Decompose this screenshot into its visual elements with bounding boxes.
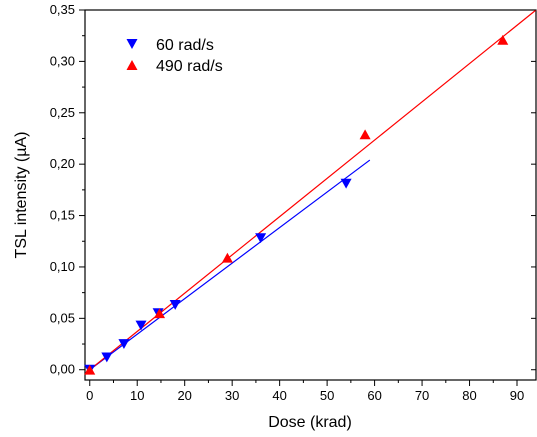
x-tick-label: 60 (367, 388, 381, 403)
x-axis-label: Dose (krad) (268, 414, 352, 431)
y-tick-label: 0,05 (50, 310, 75, 325)
data-point-series-1 (169, 300, 181, 310)
legend-label: 60 rad/s (156, 37, 214, 54)
x-tick-label: 40 (272, 388, 286, 403)
y-tick-label: 0,30 (50, 53, 75, 68)
x-tick-label: 70 (415, 388, 429, 403)
data-markers (84, 34, 509, 375)
data-point-series-1 (101, 352, 113, 363)
data-point-series-2 (497, 34, 509, 45)
fit-line-2 (89, 9, 537, 371)
fit-line-1 (89, 159, 371, 371)
y-tick-label: 0,25 (50, 105, 75, 120)
y-axis-label: TSL intensity (µA) (13, 132, 30, 259)
y-tick-label: 0,35 (50, 2, 75, 17)
y-tick-label: 0,20 (50, 156, 75, 171)
x-tick-label: 80 (462, 388, 476, 403)
data-point-series-1 (255, 233, 267, 244)
x-tick-label: 10 (130, 388, 144, 403)
data-point-series-1 (118, 339, 130, 349)
x-tick-label: 20 (177, 388, 191, 403)
x-axis: 0 10 20 30 40 50 60 70 80 90 (86, 380, 524, 403)
x-tick-label: 50 (320, 388, 334, 403)
fit-lines (89, 9, 537, 371)
y-tick-label: 0,15 (50, 208, 75, 223)
data-point-series-1 (135, 320, 147, 331)
data-point-series-2 (221, 252, 233, 263)
legend-marker (126, 60, 138, 70)
data-point-series-2 (84, 364, 96, 375)
y-tick-label: 0,10 (50, 259, 75, 274)
legend-label: 490 rad/s (156, 58, 223, 75)
y-axis: 0,00 0,05 0,10 0,15 0,20 0,25 0,30 0,35 (50, 2, 536, 377)
x-tick-label: 90 (510, 388, 524, 403)
y-tick-label: 0,00 (50, 362, 75, 377)
plot-frame (84, 9, 537, 381)
data-point-series-1 (340, 178, 352, 189)
legend-marker (126, 39, 138, 49)
x-tick-label: 30 (225, 388, 239, 403)
data-point-series-2 (154, 308, 166, 319)
x-tick-label: 0 (86, 388, 93, 403)
data-point-series-2 (359, 129, 371, 140)
legend: 60 rad/s 490 rad/s (126, 37, 223, 75)
